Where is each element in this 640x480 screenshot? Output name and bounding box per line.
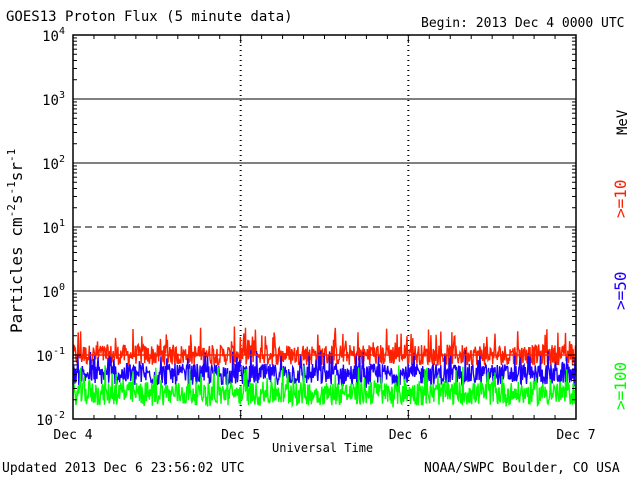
y-tick-label-0: 100: [42, 282, 65, 301]
y-axis-label: Particles cm-2s-1sr-1: [5, 149, 26, 333]
x-tick-label-1: Dec 5: [221, 428, 260, 443]
y-tick-label-2: 102: [42, 154, 65, 173]
y-tick-label--1: 10-1: [36, 346, 65, 365]
x-tick-label-0: Dec 4: [53, 428, 92, 443]
series-line-ge100: [72, 365, 577, 408]
begin-date: Begin: 2013 Dec 4 0000 UTC: [421, 16, 625, 31]
axis-layer: 10-2 10-1 100 101 102 103 104 Dec 4 Dec 5 Dec 6 De…: [5, 26, 596, 443]
chart-title: GOES13 Proton Flux (5 minute data): [6, 9, 293, 25]
legend-ge100: >=100: [611, 361, 630, 410]
y-tick-label-4: 104: [42, 26, 65, 45]
series-line-ge50: [72, 350, 577, 389]
x-tick-label-2: Dec 6: [389, 428, 428, 443]
y-tick-label-1: 101: [42, 218, 65, 237]
y-tick-label-3: 103: [42, 90, 65, 109]
credit-text: NOAA/SWPC Boulder, CO USA: [424, 461, 620, 476]
legend-ge50: >=50: [611, 271, 630, 310]
x-axis-label: Universal Time: [272, 441, 374, 455]
legend-ge10: >=10: [611, 179, 630, 218]
series-layer: [72, 326, 577, 408]
updated-timestamp: Updated 2013 Dec 6 23:56:02 UTC: [2, 461, 245, 476]
legend-unit: MeV: [615, 109, 631, 135]
y-tick-label--2: 10-2: [36, 410, 65, 429]
x-tick-label-3: Dec 7: [556, 428, 595, 443]
